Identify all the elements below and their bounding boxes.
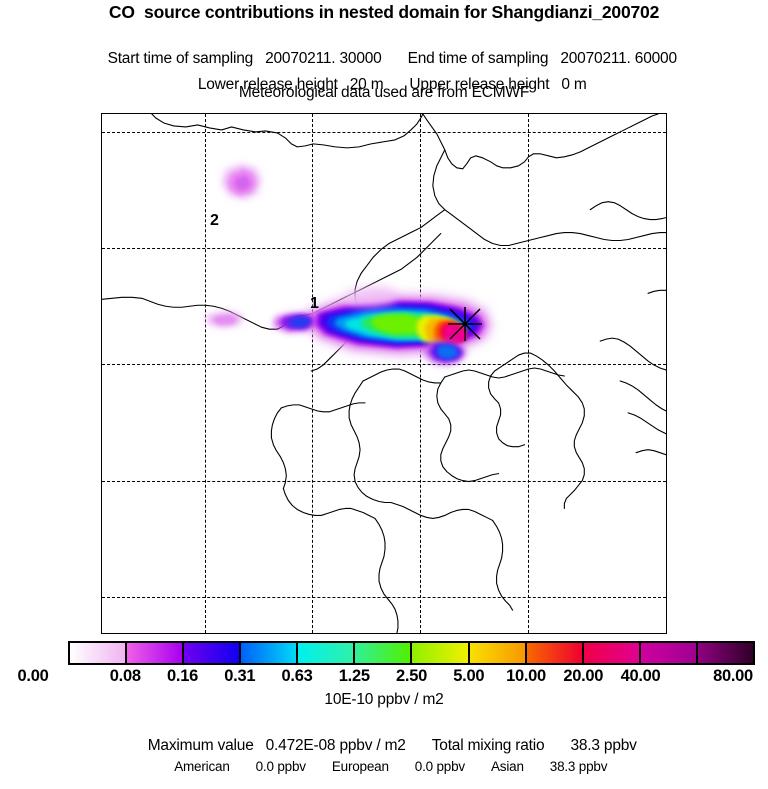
gridline-vertical [420, 114, 421, 633]
colorbar-tick-label: 0.00 [17, 667, 49, 685]
colorbar[interactable] [68, 641, 755, 665]
colorbar-tick-label: 10.00 [506, 667, 546, 685]
colorbar-segment [695, 643, 753, 663]
colorbar-tick-label: 0.63 [281, 667, 313, 685]
map-inner: 2 1 [102, 114, 666, 633]
gridline-vertical [528, 114, 529, 633]
gridline-horizontal [102, 597, 666, 598]
colorbar-tick-label: 20.00 [563, 667, 604, 685]
start-time-label: Start time of sampling [107, 50, 254, 67]
maximum-value-label: Maximum value [147, 737, 254, 754]
colorbar-tick-label: 2.50 [396, 667, 427, 685]
colorbar-tick-label: 0.08 [109, 667, 141, 685]
colorbar-segment [524, 643, 582, 663]
plume-contours [205, 163, 493, 366]
gridline-horizontal [102, 481, 666, 482]
upper-release-label: Upper release height [409, 76, 550, 93]
colorbar-segment [353, 643, 411, 663]
colorbar-tick-label: 1.25 [338, 667, 370, 685]
american-label: American [174, 759, 230, 774]
star-icon [448, 307, 482, 341]
page-title: CO source contributions in nested domain… [108, 2, 660, 22]
met-data-line: Meteorological data used are from ECMWF [238, 84, 530, 101]
colorbar-tick-label: 40.00 [620, 667, 661, 685]
colorbar-gradient-strip [68, 641, 755, 665]
gridline-vertical [205, 114, 206, 633]
end-time-label: End time of sampling [407, 50, 549, 67]
total-mixing-ratio-value: 38.3 ppbv [570, 737, 637, 754]
asian-value: 38.3 ppbv [549, 759, 608, 774]
colorbar-segment [296, 643, 354, 663]
summary-row-primary: Maximum value 0.472E-08 ppbv / m2 Total mi… [0, 719, 768, 773]
american-value: 0.0 ppbv [255, 759, 306, 774]
maximum-value: 0.472E-08 ppbv / m2 [265, 737, 406, 754]
colorbar-segment [410, 643, 468, 663]
colorbar-segment [638, 643, 696, 663]
figure-root: CO source contributions in nested domain… [0, 2, 768, 774]
colorbar-segment [182, 643, 240, 663]
map-plot-area[interactable]: 2 1 [101, 113, 667, 634]
asian-label: Asian [490, 759, 524, 774]
release-height-line: Lower release height 20 m Upper release he… [0, 58, 768, 112]
plume-concentration-field [102, 114, 666, 633]
european-value: 0.0 ppbv [414, 759, 465, 774]
colorbar-segment [467, 643, 525, 663]
gridline-horizontal [102, 248, 666, 249]
lower-release-label: Lower release height [197, 76, 338, 93]
colorbar-segment [70, 643, 126, 663]
colorbar-segment [581, 643, 639, 663]
lower-release-value: 20 m [349, 76, 384, 93]
colorbar-tick-label: 0.31 [224, 667, 256, 685]
total-mixing-ratio-label: Total mixing ratio [431, 737, 545, 754]
map-grid-label: 2 [210, 212, 219, 229]
european-label: European [331, 759, 389, 774]
colorbar-tick-label: 80.00 [713, 667, 753, 685]
colorbar-tick-label: 5.00 [453, 667, 485, 685]
summary-row-regional: American 0.0 ppbv European 0.0 ppbv Asian 38.… [0, 744, 768, 789]
colorbar-segment [239, 643, 297, 663]
colorbar-tick-labels: 0.00 0.08 0.16 0.31 0.63 1.25 2.50 5.00 10.00 20.… [0, 667, 768, 689]
upper-release-value: 0 m [561, 76, 587, 93]
colorbar-segment [125, 643, 183, 663]
map-grid-label: 1 [310, 295, 319, 312]
sampling-time-line: Start time of sampling 20070211. 30000 End… [0, 32, 768, 86]
start-time-value: 20070211. 30000 [265, 50, 382, 67]
colorbar-unit-label: 10E-10 ppbv / m2 [324, 691, 444, 708]
gridline-vertical [312, 114, 313, 633]
gridline-horizontal [102, 364, 666, 365]
colorbar-tick-label: 0.16 [167, 667, 198, 685]
gridline-horizontal [102, 132, 666, 133]
end-time-value: 20070211. 60000 [560, 50, 677, 67]
